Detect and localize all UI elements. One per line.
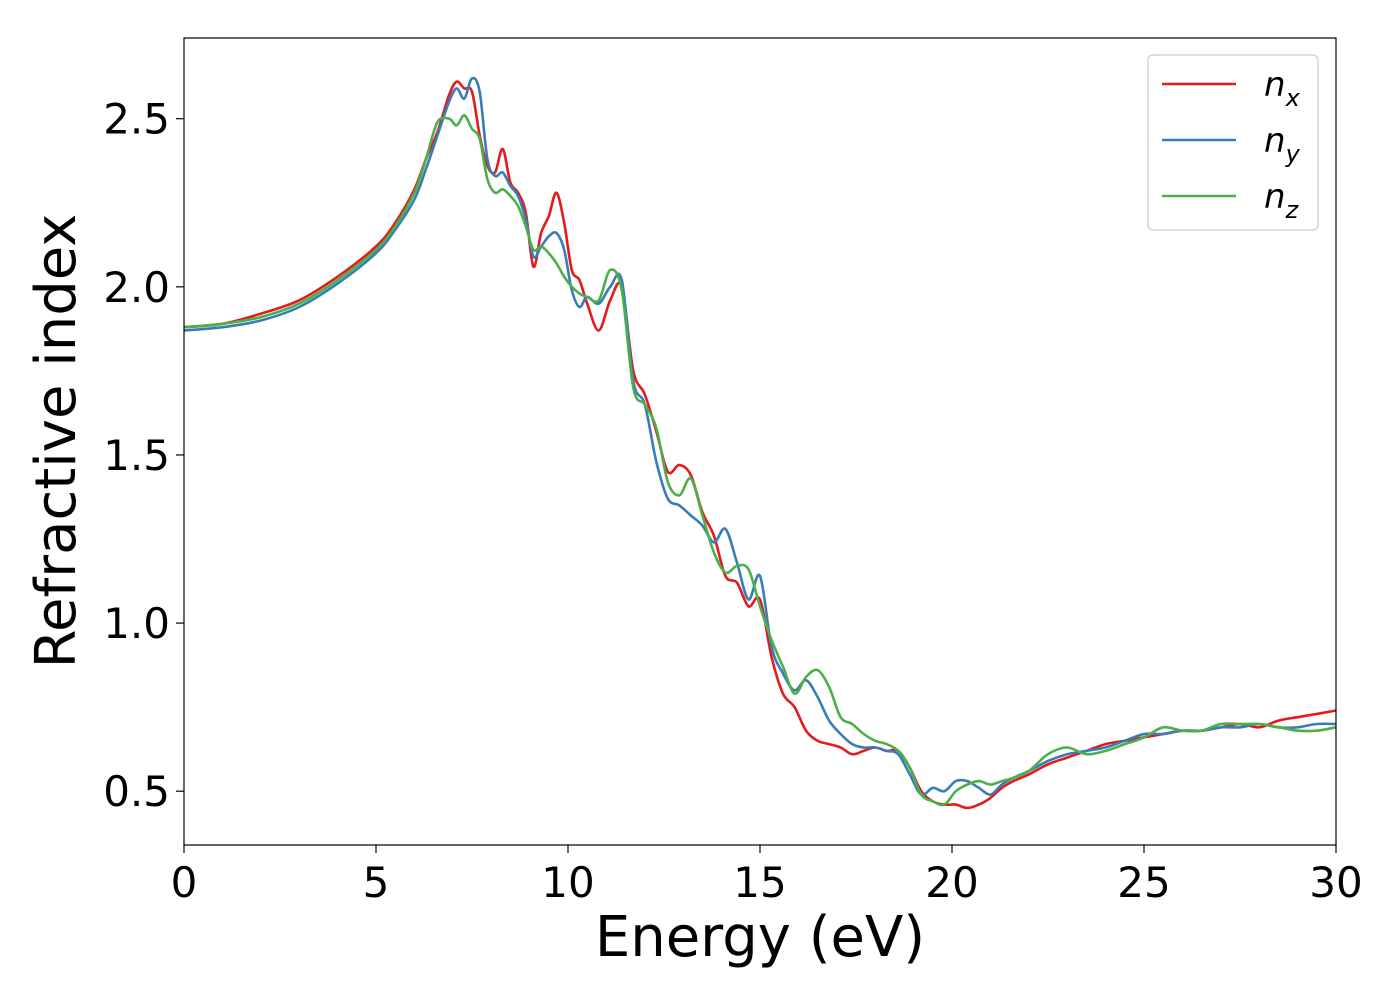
x-axis-ticks: 0 5 10 15 20 25 30 bbox=[171, 845, 1363, 907]
y-tick-label: 2.5 bbox=[103, 95, 170, 144]
legend-box bbox=[1147, 54, 1319, 231]
x-tick-label: 10 bbox=[541, 858, 594, 907]
legend-label-n-y: ny bbox=[1264, 121, 1301, 168]
x-tick-label: 30 bbox=[1309, 858, 1362, 907]
y-axis-ticks: 0.5 1.0 1.5 2.0 2.5 bbox=[103, 95, 184, 816]
x-tick-label: 15 bbox=[733, 858, 786, 907]
series-line-n-z bbox=[183, 114, 1337, 807]
y-tick-label: 1.0 bbox=[103, 599, 170, 648]
y-tick-label: 0.5 bbox=[103, 767, 170, 816]
y-tick-label: 1.5 bbox=[103, 431, 170, 480]
series-line-n-x bbox=[183, 80, 1337, 810]
x-tick-label: 5 bbox=[363, 858, 390, 907]
legend-label-n-x: nx bbox=[1264, 65, 1301, 112]
y-axis-title: Refractive index bbox=[24, 214, 89, 669]
y-tick-label: 2.0 bbox=[103, 263, 170, 312]
x-tick-label: 0 bbox=[171, 858, 198, 907]
x-tick-label: 20 bbox=[925, 858, 978, 907]
x-axis-title: Energy (eV) bbox=[595, 905, 925, 970]
series-layer bbox=[183, 76, 1337, 810]
x-tick-label: 25 bbox=[1117, 858, 1170, 907]
series-line-n-y bbox=[183, 76, 1337, 797]
